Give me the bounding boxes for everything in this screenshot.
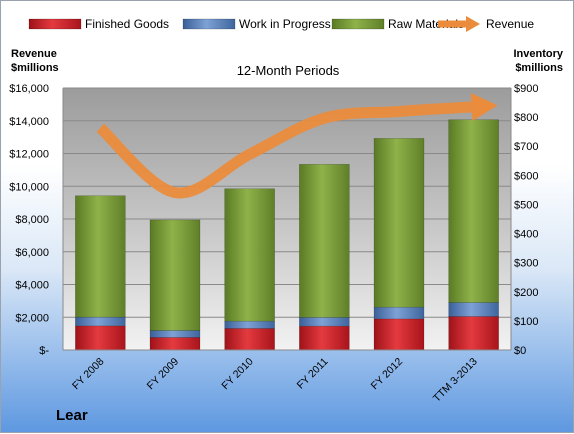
bar-finished-goods [299, 325, 350, 351]
left-tick-label: $8,000 [15, 214, 49, 226]
bar-raw-materials [149, 219, 201, 331]
bar-raw-materials [448, 119, 499, 303]
right-tick-label: $500 [514, 199, 538, 211]
right-tick-label: $600 [514, 170, 538, 182]
right-tick-label: $700 [514, 141, 538, 153]
right-tick-label: $400 [514, 229, 538, 241]
left-tick-label: $- [39, 345, 49, 357]
right-tick-label: $800 [514, 112, 538, 124]
right-axis-label-line1: Inventory [513, 48, 563, 60]
revenue-line-series [96, 92, 498, 199]
legend-work-in-progress-swatch [182, 18, 236, 30]
left-axis-label-line2: $millions [11, 62, 59, 74]
left-tick-label: $4,000 [15, 280, 49, 292]
right-tick-label: $300 [514, 258, 538, 270]
right-tick-label: $200 [514, 287, 538, 299]
legend: Finished Goods Work in Progress Raw Materi… [28, 16, 534, 32]
company-name: Lear [56, 407, 88, 424]
bar-work-in-progress [448, 302, 499, 317]
legend-raw-materials-swatch [331, 18, 385, 30]
x-tick-label: TTM 3-2013 [431, 356, 480, 405]
right-axis-label-line2: $millions [515, 62, 563, 74]
legend-work-in-progress-label: Work in Progress [239, 17, 331, 31]
x-tick-label: FY 2008 [70, 356, 107, 393]
bar-series [75, 119, 499, 351]
revenue-line [96, 101, 475, 199]
chart-title: 12-Month Periods [237, 63, 340, 78]
left-tick-label: $10,000 [9, 181, 49, 193]
bar-finished-goods [224, 328, 275, 351]
left-tick-label: $14,000 [9, 116, 49, 128]
left-tick-label: $6,000 [15, 247, 49, 259]
left-axis-label-line1: Revenue [11, 48, 57, 60]
x-tick-label: FY 2010 [219, 356, 256, 393]
bar-work-in-progress [149, 330, 201, 338]
x-tick-label: FY 2012 [369, 356, 406, 393]
bar-work-in-progress [373, 306, 425, 320]
bar-work-in-progress [224, 320, 275, 329]
legend-finished-goods-swatch [28, 18, 82, 30]
legend-revenue-arrow [466, 16, 480, 32]
left-tick-label: $16,000 [9, 83, 49, 95]
x-tick-label: FY 2009 [145, 356, 182, 393]
bar-raw-materials [373, 138, 425, 308]
gridlines [63, 87, 511, 318]
bar-work-in-progress [299, 317, 350, 327]
right-tick-label: $900 [514, 83, 538, 95]
bar-finished-goods [149, 337, 201, 351]
bar-raw-materials [224, 188, 275, 322]
bar-finished-goods [448, 316, 499, 351]
bar-raw-materials [299, 163, 350, 318]
right-tick-label: $100 [514, 316, 538, 328]
bar-finished-goods [373, 318, 425, 351]
bar-finished-goods [75, 325, 126, 351]
legend-revenue-label: Revenue [486, 17, 534, 31]
bar-work-in-progress [75, 316, 126, 327]
left-tick-label: $12,000 [9, 149, 49, 161]
left-tick-label: $2,000 [15, 312, 49, 324]
x-tick-label: FY 2011 [295, 356, 331, 392]
legend-finished-goods-label: Finished Goods [85, 17, 169, 31]
revenue-arrowhead [470, 92, 498, 121]
right-tick-label: $0 [514, 345, 526, 357]
bar-raw-materials [75, 195, 126, 318]
